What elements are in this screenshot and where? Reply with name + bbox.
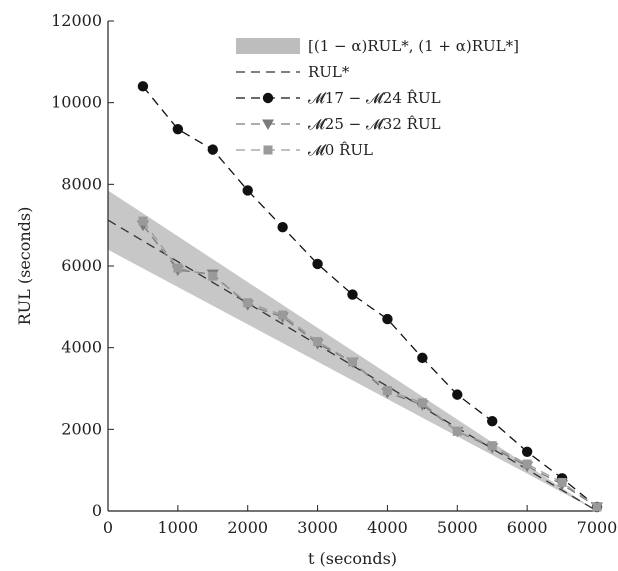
data-point [313, 337, 323, 347]
x-tick-label: 2000 [227, 518, 268, 537]
y-tick-label: 4000 [61, 338, 102, 357]
x-tick-label: 7000 [577, 518, 618, 537]
y-tick-label: 8000 [61, 174, 102, 193]
x-tick-label: 1000 [157, 518, 198, 537]
y-axis-label: RUL (seconds) [15, 207, 34, 326]
legend-swatch-band [236, 38, 300, 54]
legend-label: [(1 − α)RUL*, (1 + α)RUL*] [308, 37, 519, 55]
tolerance-band [108, 190, 597, 512]
series-line [142, 224, 598, 508]
x-tick-label: 0 [103, 518, 113, 537]
legend-entry: [(1 − α)RUL*, (1 + α)RUL*] [236, 37, 519, 55]
legend-entry: RUL* [236, 63, 350, 81]
series-line [142, 220, 598, 508]
x-tick-label: 6000 [507, 518, 548, 537]
data-point [312, 258, 323, 270]
data-point [557, 477, 567, 487]
data-point [452, 426, 462, 436]
data-point [172, 124, 184, 135]
legend-entry: 𝓜17 − 𝓜24 R̂UL [236, 89, 441, 107]
legend-marker [263, 145, 273, 155]
data-point [487, 441, 497, 451]
data-point [138, 216, 148, 226]
series-line [142, 85, 598, 508]
legend-entry: 𝓜25 − 𝓜32 R̂UL [236, 115, 441, 133]
tolerance-band-layer [108, 190, 597, 512]
data-point [417, 398, 427, 408]
data-point [452, 389, 463, 400]
legend: [(1 − α)RUL*, (1 + α)RUL*] RUL* 𝓜17 − 𝓜24 … [236, 37, 519, 159]
y-tick-label: 2000 [61, 419, 102, 438]
legend-label: 𝓜25 − 𝓜32 R̂UL [308, 115, 441, 133]
data-point [242, 185, 253, 196]
series-4 [138, 216, 602, 512]
data-point [382, 313, 393, 325]
series-line [107, 219, 598, 512]
y-tick-label: 0 [92, 501, 102, 520]
data-point [348, 357, 357, 367]
data-point [487, 415, 498, 427]
y-tick-label: 6000 [61, 256, 102, 275]
x-tick-label: 4000 [367, 518, 408, 537]
data-point [522, 459, 532, 469]
x-tick-label: 3000 [297, 518, 338, 537]
legend-label: 𝓜17 − 𝓜24 R̂UL [308, 89, 441, 107]
data-point [278, 310, 288, 320]
data-point [243, 298, 253, 308]
legend-entry: 𝓜0 R̂UL [236, 141, 373, 159]
data-point [382, 386, 392, 396]
legend-label: 𝓜0 R̂UL [308, 141, 373, 159]
y-tick-label: 12000 [51, 11, 102, 30]
data-point [521, 446, 533, 457]
legend-marker [262, 92, 274, 104]
data-point [207, 144, 218, 155]
y-tick-label: 10000 [51, 93, 102, 112]
data-point [208, 271, 218, 281]
x-axis-label: t (seconds) [308, 549, 397, 568]
data-point [417, 352, 428, 364]
legend-marker [262, 119, 274, 130]
x-tick-label: 5000 [437, 518, 478, 537]
data-point [137, 81, 149, 92]
axes: 0 1000 2000 3000 4000 5000 6000 7000 0 2000 4000 60… [51, 11, 617, 537]
series-1 [107, 219, 598, 512]
series-layer [107, 81, 603, 513]
data-point [347, 289, 358, 300]
data-point [173, 263, 183, 273]
data-point [592, 502, 602, 512]
data-point [277, 222, 288, 233]
legend-label: RUL* [308, 63, 350, 81]
